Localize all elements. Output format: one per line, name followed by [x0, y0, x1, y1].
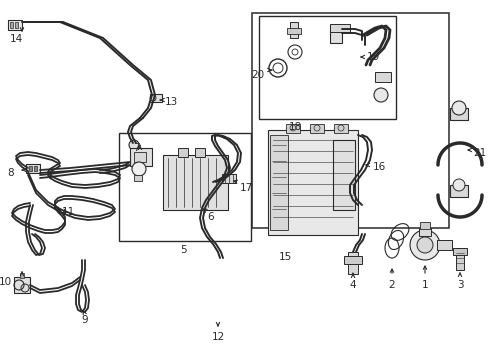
- Bar: [450, 185, 468, 197]
- Bar: [134, 175, 142, 181]
- Bar: [259, 16, 396, 119]
- Bar: [437, 240, 452, 250]
- Circle shape: [410, 230, 440, 260]
- Text: 3: 3: [457, 280, 464, 290]
- Bar: [119, 133, 251, 241]
- Text: 12: 12: [211, 332, 224, 342]
- Bar: [348, 252, 358, 274]
- Bar: [344, 256, 362, 264]
- Circle shape: [452, 101, 466, 115]
- Bar: [330, 25, 342, 43]
- Circle shape: [132, 162, 146, 176]
- Bar: [150, 94, 162, 102]
- Bar: [286, 124, 300, 133]
- Text: 7: 7: [133, 143, 140, 153]
- Bar: [375, 72, 391, 82]
- Text: 6: 6: [207, 212, 214, 222]
- Bar: [34, 166, 37, 171]
- Bar: [163, 155, 228, 210]
- Text: 18: 18: [289, 122, 302, 132]
- Bar: [195, 148, 205, 157]
- Bar: [20, 273, 24, 278]
- Bar: [252, 13, 449, 228]
- Text: 4: 4: [350, 280, 356, 290]
- Bar: [456, 248, 464, 270]
- Bar: [222, 174, 236, 183]
- Bar: [450, 108, 468, 120]
- Text: 15: 15: [278, 252, 292, 262]
- Text: 2: 2: [389, 280, 395, 290]
- Bar: [290, 22, 298, 38]
- Circle shape: [374, 88, 388, 102]
- Text: 19: 19: [367, 52, 380, 62]
- Bar: [130, 148, 152, 166]
- Bar: [8, 20, 22, 30]
- Bar: [310, 124, 324, 133]
- Bar: [330, 24, 350, 32]
- Circle shape: [417, 237, 433, 253]
- Text: 13: 13: [165, 97, 178, 107]
- Bar: [134, 152, 146, 162]
- Text: 21: 21: [473, 148, 486, 158]
- Bar: [26, 164, 40, 173]
- Bar: [178, 148, 188, 157]
- Text: 20: 20: [251, 70, 264, 80]
- Bar: [15, 22, 18, 28]
- Text: 16: 16: [373, 162, 386, 172]
- Bar: [14, 277, 30, 293]
- Text: 8: 8: [7, 168, 14, 178]
- Text: 5: 5: [180, 245, 186, 255]
- Text: 1: 1: [422, 280, 428, 290]
- Text: 9: 9: [82, 315, 88, 325]
- Bar: [420, 222, 430, 229]
- Text: 17: 17: [240, 183, 253, 193]
- Text: 11: 11: [62, 207, 75, 217]
- Bar: [334, 124, 348, 133]
- Text: 14: 14: [10, 34, 23, 44]
- Text: 10: 10: [0, 277, 12, 287]
- Bar: [270, 135, 288, 230]
- Circle shape: [453, 179, 465, 191]
- Circle shape: [129, 140, 139, 150]
- Bar: [453, 248, 467, 255]
- Bar: [333, 140, 355, 210]
- Bar: [268, 130, 358, 235]
- Bar: [29, 166, 32, 171]
- Bar: [419, 228, 431, 236]
- Bar: [10, 22, 13, 28]
- Bar: [287, 28, 301, 34]
